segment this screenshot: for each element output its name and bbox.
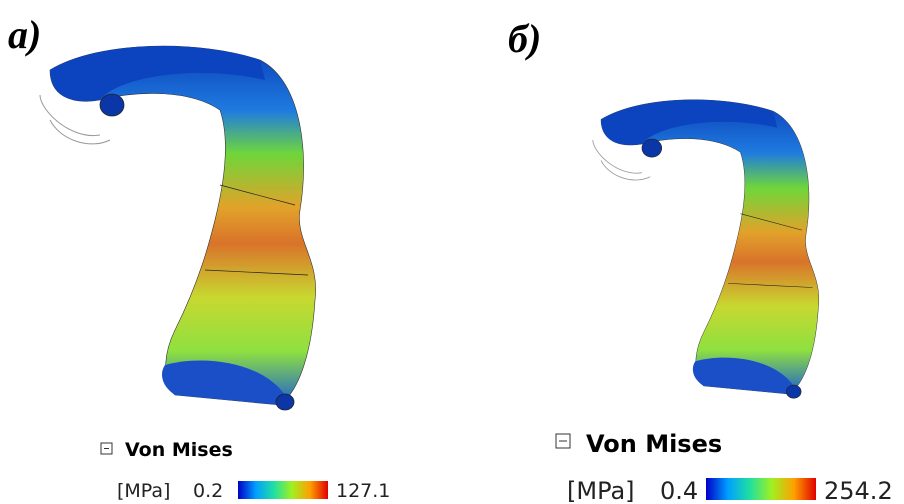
legend-title: Von Mises [125,439,233,461]
legend: Von Mises [MPa] 0.4 254.2 [556,430,893,504]
color-bar [706,478,816,500]
panel-label: б) [508,16,541,61]
legend-max: 127.1 [336,480,390,502]
color-bar [238,481,328,499]
legend-max: 254.2 [824,477,893,504]
legend-unit: [MPa] [117,480,170,502]
legend: Von Mises [MPa] 0.2 127.1 [101,439,390,502]
panel-label: а) [8,12,41,57]
legend-unit: [MPa] [567,477,635,504]
legend-min: 0.4 [660,477,698,504]
figure: а) б) Von Mises [MPa] 0.2 127.1 Von Mise… [0,0,904,504]
legend-title: Von Mises [586,430,722,458]
stress-model [40,46,316,410]
legend-min: 0.2 [193,480,223,502]
stress-model [593,100,819,398]
